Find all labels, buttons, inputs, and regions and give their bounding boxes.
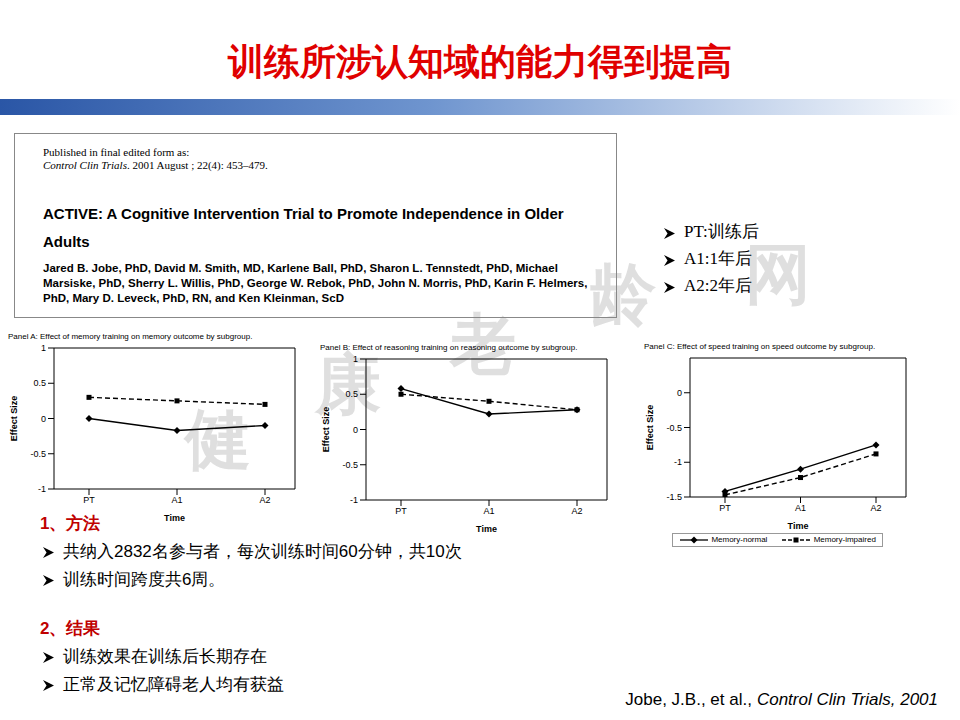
svg-text:Time: Time — [164, 513, 185, 523]
svg-text:A2: A2 — [259, 495, 270, 505]
svg-text:-0.5: -0.5 — [30, 449, 46, 459]
svg-text:-0.5: -0.5 — [666, 423, 682, 433]
svg-text:PT: PT — [719, 503, 731, 513]
svg-text:A2: A2 — [870, 503, 881, 513]
svg-text:Effect Size: Effect Size — [645, 405, 655, 451]
svg-text:Effect Size: Effect Size — [321, 407, 331, 453]
svg-text:PT: PT — [83, 495, 95, 505]
svg-text:0: 0 — [41, 414, 46, 424]
svg-text:-1.5: -1.5 — [666, 492, 682, 502]
svg-text:0.5: 0.5 — [345, 389, 358, 399]
svg-text:A1: A1 — [795, 503, 806, 513]
svg-text:1: 1 — [353, 354, 358, 364]
svg-text:-1: -1 — [674, 457, 682, 467]
svg-text:1: 1 — [41, 343, 46, 353]
svg-text:A1: A1 — [483, 506, 494, 516]
svg-text:0: 0 — [353, 425, 358, 435]
svg-text:Effect Size: Effect Size — [9, 396, 19, 442]
svg-text:PT: PT — [395, 506, 407, 516]
svg-text:A2: A2 — [571, 506, 582, 516]
svg-text:Time: Time — [476, 524, 497, 534]
svg-text:A1: A1 — [171, 495, 182, 505]
svg-text:0.5: 0.5 — [33, 378, 46, 388]
svg-text:-0.5: -0.5 — [342, 460, 358, 470]
svg-text:-1: -1 — [38, 484, 46, 494]
svg-text:-1: -1 — [350, 495, 358, 505]
svg-text:0: 0 — [677, 388, 682, 398]
svg-text:Time: Time — [788, 521, 809, 531]
